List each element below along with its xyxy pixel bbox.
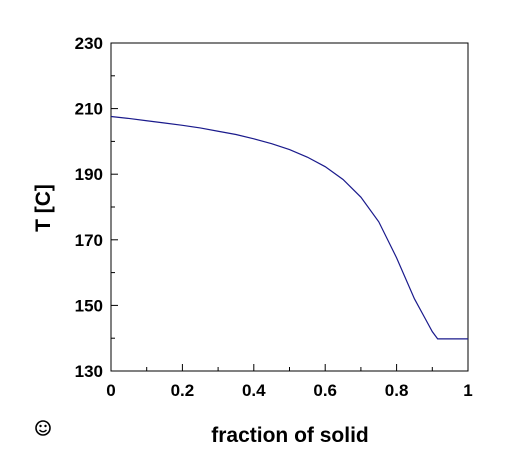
y-tick-label: 210 <box>75 100 103 119</box>
y-axis-title: T [C] <box>32 184 55 232</box>
y-tick-label: 130 <box>75 362 103 381</box>
smiley-face-icon <box>35 420 51 436</box>
plot-area: 130 150 170 190 210 230 0 0.2 0.4 0.6 0.8 1 <box>75 34 473 400</box>
series-line-0 <box>110 115 468 340</box>
x-tick-label: 0.8 <box>385 381 409 400</box>
x-tick-label: 0.4 <box>242 381 266 400</box>
x-tick-label: 0.2 <box>171 381 195 400</box>
x-axis-title: fraction of solid <box>211 424 369 447</box>
y-tick-label: 150 <box>75 296 103 315</box>
x-tick-label: 1 <box>463 381 472 400</box>
y-tick-label: 230 <box>75 34 103 53</box>
x-tick-label: 0 <box>106 381 115 400</box>
x-tick-label: 0.6 <box>313 381 337 400</box>
y-tick-label: 190 <box>75 165 103 184</box>
y-tick-label: 170 <box>75 231 103 250</box>
plot-frame <box>110 42 469 372</box>
